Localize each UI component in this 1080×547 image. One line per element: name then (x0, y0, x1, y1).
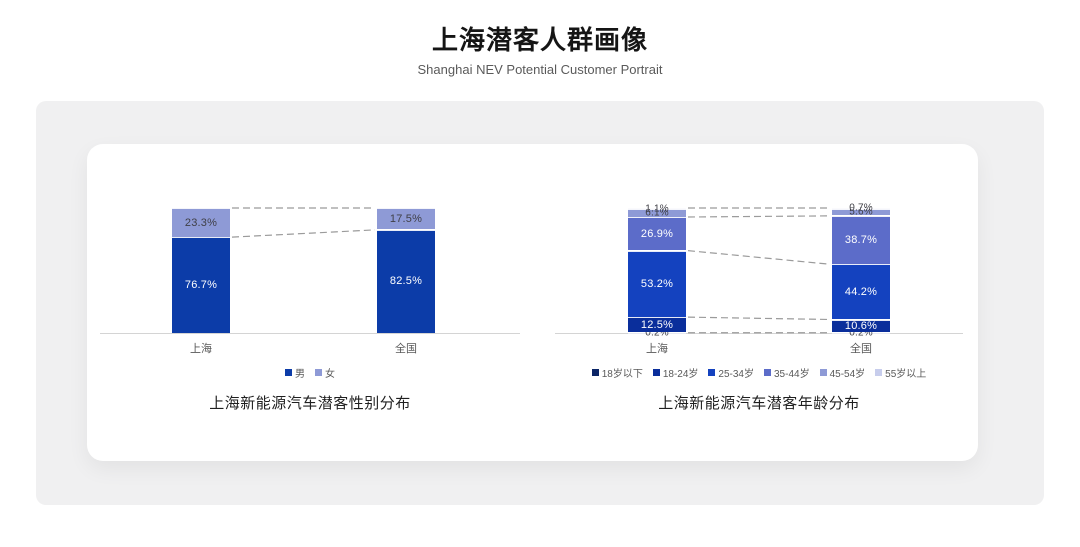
legend-swatch (764, 369, 771, 376)
bar-segment (832, 215, 890, 264)
value-label: 0.2% (645, 327, 669, 339)
legend-item: 女 (315, 365, 335, 380)
category-label: 全国 (395, 343, 417, 355)
legend-label: 女 (325, 369, 335, 380)
legend-label: 18岁以下 (601, 369, 643, 380)
bar-segment (628, 208, 686, 209)
legend-label: 45-54岁 (829, 369, 866, 380)
legend-item: 18岁以下 (591, 365, 643, 380)
page-subtitle: Shanghai NEV Potential Customer Portrait (417, 62, 663, 77)
bar-segment (832, 208, 890, 209)
connector-lines (687, 207, 831, 334)
legend: 男女 (100, 365, 520, 380)
legend-item: 18-24岁 (652, 365, 699, 380)
bar-segment (172, 208, 230, 237)
bar-segment (628, 250, 686, 317)
bar-segment (377, 229, 435, 333)
legend-label: 25-34岁 (718, 369, 754, 380)
legend-label: 55岁以上 (885, 369, 927, 380)
gender-chart-title: 上海新能源汽车潜客性别分布 (209, 395, 411, 412)
legend-swatch (652, 369, 660, 376)
connector-lines (231, 207, 376, 238)
value-label: 6.1% (645, 207, 669, 219)
bar-segment (628, 317, 686, 333)
bar-segment (628, 209, 686, 217)
value-label: 1.1% (645, 203, 669, 215)
page-title: 上海潜客人群画像 (431, 25, 648, 55)
bar-segment (832, 264, 890, 320)
value-label: 5.6% (849, 206, 873, 218)
value-label: 17.5% (389, 212, 423, 225)
legend-label: 男 (295, 369, 305, 380)
legend-label: 35-44岁 (774, 369, 810, 380)
value-label: 23.3% (184, 216, 218, 229)
legend-swatch (591, 369, 599, 376)
bar-segment (832, 208, 890, 216)
charts-card: 上海新能源汽车潜客性别分布 76.7% 23.3% 上海 82.5% 17.5% 全国男女… (87, 144, 978, 461)
value-label: 10.6% (844, 320, 878, 333)
legend-swatch (875, 369, 883, 376)
axis-line (555, 333, 963, 334)
legend-item: 男 (285, 365, 305, 380)
legend-label: 18-24岁 (662, 369, 699, 380)
report-header: 上海潜客人群画像 Shanghai NEV Potential Customer… (0, 20, 1080, 77)
bar-segment (172, 237, 230, 333)
value-label: 26.9% (640, 227, 674, 240)
bar-segment (377, 208, 435, 230)
legend-item: 55岁以上 (875, 365, 926, 380)
age-chart-title: 上海新能源汽车潜客年龄分布 (658, 395, 860, 412)
value-label: 53.2% (640, 277, 674, 290)
axis-line (100, 333, 520, 334)
category-label: 全国 (850, 343, 872, 355)
category-label: 上海 (646, 343, 668, 355)
value-label: 38.7% (844, 234, 878, 247)
value-label: 0.7% (849, 202, 873, 214)
bar-segment (832, 332, 890, 334)
bar-segment (628, 332, 686, 334)
value-label: 44.2% (844, 285, 878, 298)
age-distribution-chart: 上海新能源汽车潜客年龄分布 0.2% 12.5% 53.2% 26.9% 6.1% 1.1… (555, 144, 963, 461)
value-label: 82.5% (389, 275, 423, 288)
value-label: 12.5% (640, 318, 674, 331)
legend-swatch (819, 369, 827, 376)
legend-item: 45-54岁 (819, 365, 866, 380)
bar-segment (628, 217, 686, 251)
legend-swatch (708, 369, 716, 376)
legend-swatch (285, 369, 292, 376)
legend: 18岁以下 18-24岁 25-34岁 35-44岁 45-54岁 55岁以上 (555, 365, 963, 380)
legend-item: 35-44岁 (764, 365, 810, 380)
legend-item: 25-34岁 (708, 365, 754, 380)
value-label: 76.7% (184, 279, 218, 292)
legend-swatch (315, 369, 322, 376)
value-label: 0.2% (849, 327, 873, 339)
gender-distribution-chart: 上海新能源汽车潜客性别分布 76.7% 23.3% 上海 82.5% 17.5% 全国男女 (100, 144, 520, 461)
category-label: 上海 (190, 343, 212, 355)
bar-segment (832, 319, 890, 333)
